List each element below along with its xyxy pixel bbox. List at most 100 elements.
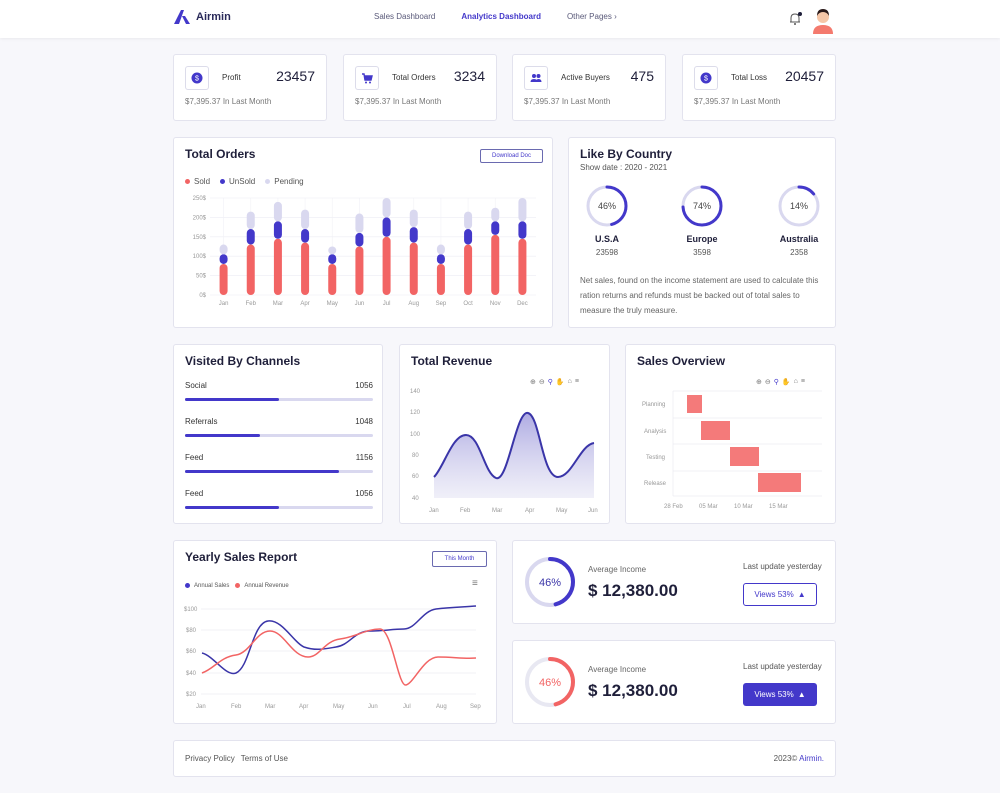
bar-unsold[interactable]	[301, 229, 310, 243]
bar-unsold[interactable]	[355, 232, 364, 247]
bar-unsold[interactable]	[273, 221, 282, 239]
nav-other-pages-label: Other Pages	[566, 12, 612, 21]
bar-sold[interactable]	[273, 238, 282, 295]
bar-sold[interactable]	[382, 236, 391, 295]
gauge-percent: 46%	[598, 201, 616, 211]
bar-pending[interactable]	[246, 211, 255, 230]
average-income-card: 46% Average Income $ 12,380.00 Last upda…	[512, 540, 836, 624]
brand[interactable]: Airmin	[174, 10, 231, 24]
bar-unsold[interactable]	[328, 254, 337, 264]
bar-unsold[interactable]	[246, 229, 255, 245]
search-icon[interactable]: ⚲	[547, 379, 553, 386]
terms-of-use-link[interactable]: Terms of Use	[240, 754, 288, 763]
country-value: 23598	[595, 248, 619, 257]
nav-analytics-dashboard[interactable]: Analytics Dashboard	[461, 12, 541, 21]
card-title: Total Orders	[185, 147, 256, 161]
bar-unsold[interactable]	[219, 254, 228, 264]
bar-pending[interactable]	[382, 198, 391, 218]
revenue-line	[433, 412, 595, 479]
bar-sold[interactable]	[328, 263, 337, 295]
bar-pending[interactable]	[436, 244, 445, 255]
x-tick: Jan	[196, 704, 206, 710]
zoom-in-icon[interactable]: ⊕	[530, 379, 536, 386]
avatar[interactable]	[810, 6, 836, 34]
bar-sold[interactable]	[301, 242, 310, 295]
legend-item-annual-revenue[interactable]: Annual Revenue	[235, 583, 289, 590]
gauge-percent: 74%	[693, 201, 711, 211]
zoom-out-icon[interactable]: ⊖	[538, 379, 545, 386]
bar-unsold[interactable]	[518, 221, 527, 239]
like-by-country-card: Like By Country Show date : 2020 - 2021 …	[568, 137, 836, 328]
bar-sold[interactable]	[355, 246, 364, 296]
menu-icon[interactable]: ≡	[574, 378, 579, 385]
x-tick: 15 Mar	[769, 504, 788, 510]
channel-label: Feed	[185, 489, 204, 498]
bar-pending[interactable]	[273, 201, 282, 222]
gantt-bar-analysis[interactable]	[701, 421, 730, 440]
privacy-policy-link[interactable]: Privacy Policy	[185, 754, 235, 763]
income-label: Average Income	[588, 565, 647, 574]
x-tick: 10 Mar	[734, 504, 753, 510]
menu-icon[interactable]: ≡	[472, 578, 478, 589]
pan-icon[interactable]: ✋	[555, 379, 565, 386]
zoom-in-icon[interactable]: ⊕	[756, 379, 762, 386]
bar-unsold[interactable]	[409, 227, 418, 243]
bar-pending[interactable]	[464, 211, 473, 230]
bar-sold[interactable]	[436, 263, 445, 295]
y-tick: 120	[410, 410, 421, 416]
bar-pending[interactable]	[518, 198, 527, 222]
home-icon[interactable]: ⌂	[793, 378, 798, 385]
donut-gauge: 74%	[681, 185, 723, 227]
dollar-icon: $	[700, 72, 712, 84]
zoom-out-icon[interactable]: ⊖	[764, 379, 771, 386]
legend-item-pending[interactable]: Pending	[265, 177, 304, 186]
y-tick: $60	[186, 649, 197, 655]
views-button[interactable]: Views 53% ▲	[743, 583, 817, 606]
bar-unsold[interactable]	[382, 217, 391, 237]
bar-unsold[interactable]	[464, 229, 473, 245]
top-header: Airmin Sales Dashboard Analytics Dashboa…	[0, 0, 1000, 38]
bar-unsold[interactable]	[491, 221, 500, 235]
legend-item-unsold[interactable]: UnSold	[220, 177, 255, 186]
footer-brand-link[interactable]: Airmin.	[799, 754, 824, 763]
bar-pending[interactable]	[301, 209, 310, 230]
bar-pending[interactable]	[328, 246, 337, 255]
legend-item-sold[interactable]: Sold	[185, 177, 210, 186]
gantt-bar-testing[interactable]	[730, 447, 759, 466]
bar-sold[interactable]	[518, 238, 527, 295]
nav-other-pages[interactable]: Other Pages ›	[567, 12, 617, 21]
menu-icon[interactable]: ≡	[800, 378, 805, 385]
yearly-sales-card: Yearly Sales Report This Month Annual Sa…	[173, 540, 497, 724]
y-tick: 60	[412, 474, 419, 480]
pan-icon[interactable]: ✋	[781, 379, 791, 386]
country-name: Europe	[686, 234, 718, 244]
this-month-button[interactable]: This Month	[432, 551, 487, 567]
bar-pending[interactable]	[409, 209, 418, 228]
bar-unsold[interactable]	[436, 254, 445, 264]
gantt-bar-release[interactable]	[758, 473, 801, 492]
gantt-bar-planning[interactable]	[687, 395, 702, 413]
home-icon[interactable]: ⌂	[567, 378, 572, 385]
bar-sold[interactable]	[219, 263, 228, 295]
country-usa: 46% U.S.A 23598	[567, 184, 647, 257]
bar-pending[interactable]	[355, 213, 364, 233]
stat-value: 20457	[785, 68, 824, 84]
total-revenue-chart: 140 120 100 80 60 40 Jan Feb Mar Apr May…	[410, 389, 598, 514]
bar-sold[interactable]	[409, 242, 418, 295]
legend-label: Annual Revenue	[244, 583, 289, 590]
legend-item-annual-sales[interactable]: Annual Sales	[185, 583, 229, 589]
notifications[interactable]	[788, 12, 802, 31]
search-icon[interactable]: ⚲	[773, 379, 779, 386]
nav-sales-dashboard[interactable]: Sales Dashboard	[374, 12, 436, 21]
bar-sold[interactable]	[246, 244, 255, 295]
bar-sold[interactable]	[491, 234, 500, 295]
x-tick: Jan	[219, 301, 229, 307]
income-percent: 46%	[539, 677, 561, 689]
total-orders-chart: 250$ 200$ 150$ 100$ 50$ 0$ Jan Feb Mar Apr May Jun J…	[193, 196, 536, 307]
bar-sold[interactable]	[464, 244, 473, 295]
download-doc-button[interactable]: Download Doc	[480, 149, 543, 163]
country-subtitle: Show date : 2020 - 2021	[580, 163, 668, 172]
bar-pending[interactable]	[491, 207, 500, 222]
bar-pending[interactable]	[219, 244, 228, 255]
views-button[interactable]: Views 53% ▲	[743, 683, 817, 706]
